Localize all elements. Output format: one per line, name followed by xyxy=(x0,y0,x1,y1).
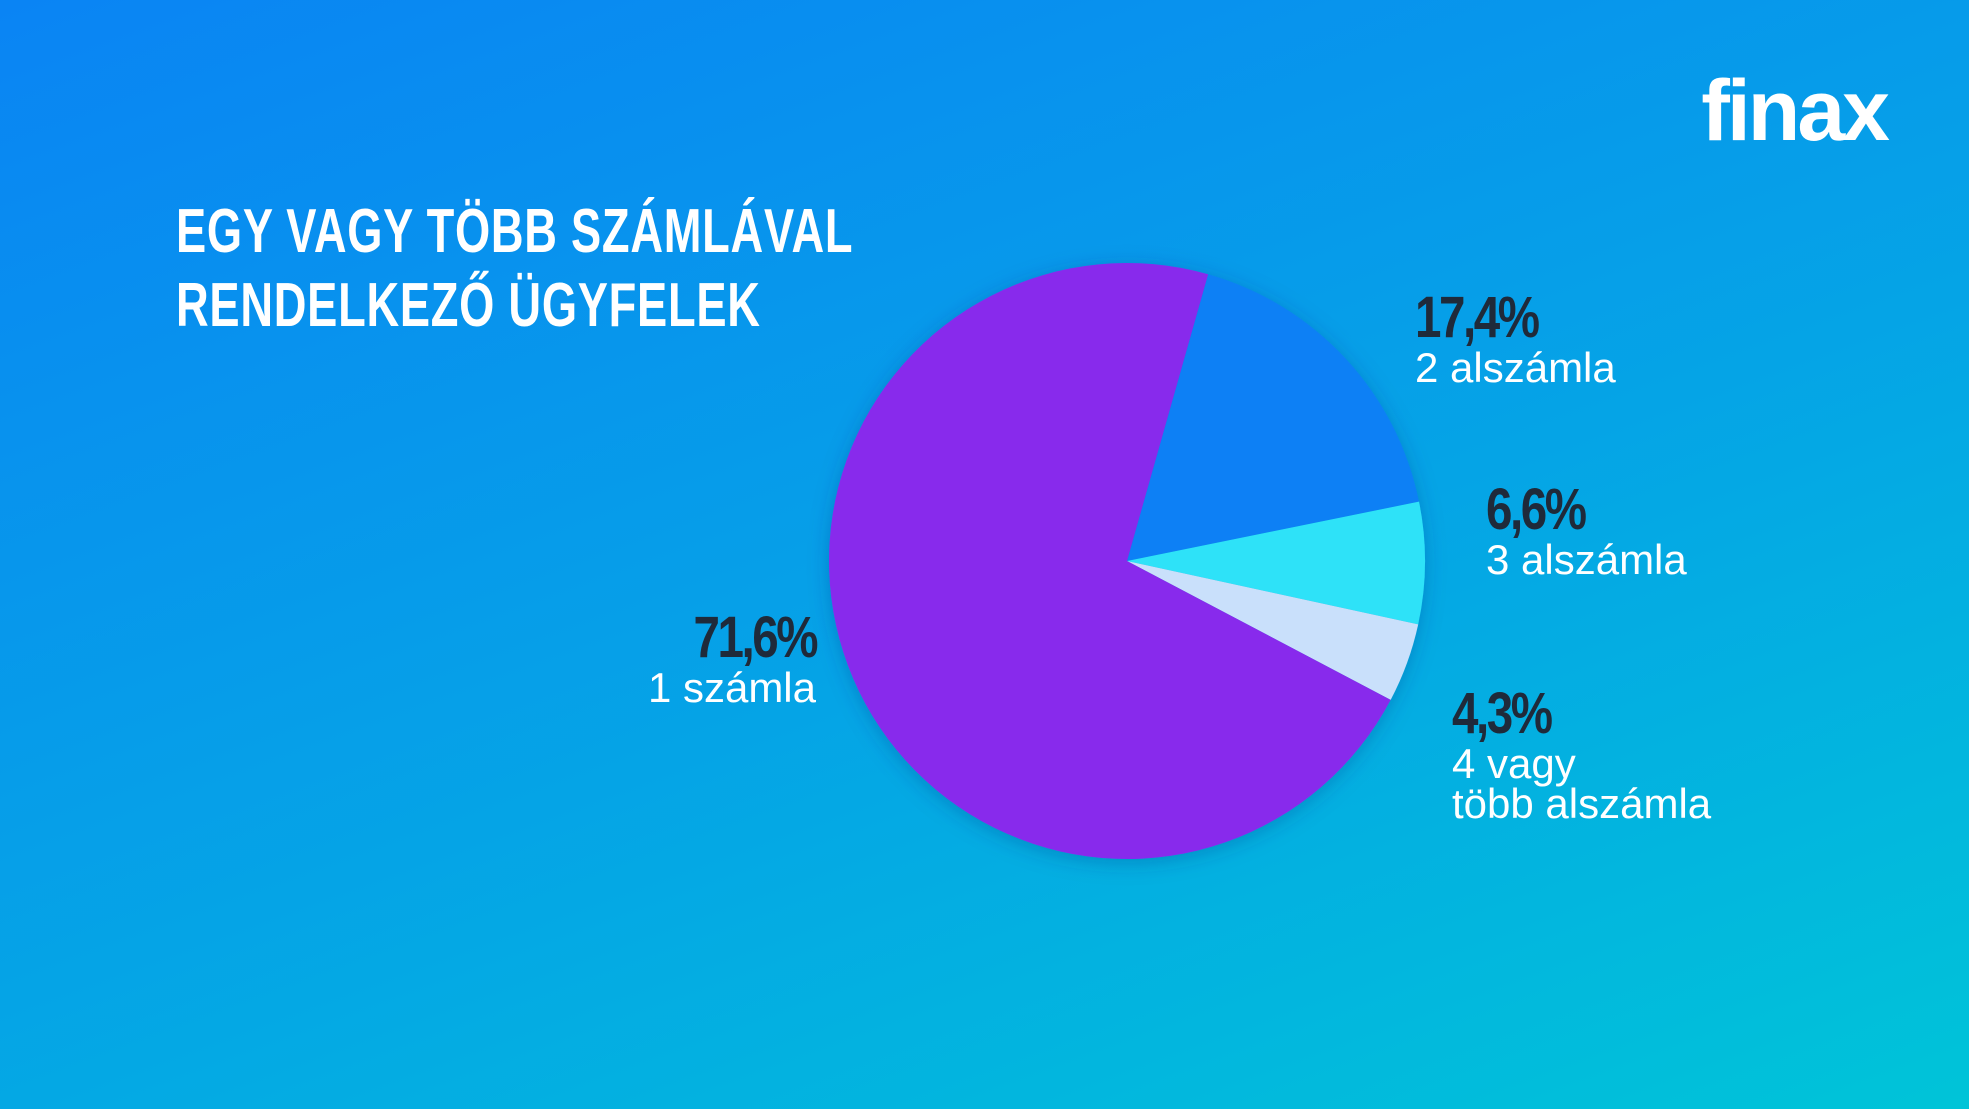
slice-label: 6,6% 3 alszámla xyxy=(1486,477,1687,583)
category-label: 3 alszámla xyxy=(1486,536,1687,583)
value-label: 6,6% xyxy=(1486,477,1587,542)
pie-slice xyxy=(829,262,1391,859)
pie xyxy=(829,262,1425,859)
category-label: 4 vagy több alszámla xyxy=(1452,740,1712,827)
category-label: 2 alszámla xyxy=(1415,344,1616,391)
slice-label: 17,4% 2 alszámla xyxy=(1415,285,1616,391)
brand-logo: finax xyxy=(1701,63,1890,159)
value-label: 17,4% xyxy=(1415,285,1540,350)
pie-slice xyxy=(1127,501,1425,625)
value-label: 71,6% xyxy=(693,605,818,670)
value-label: 4,3% xyxy=(1452,681,1553,746)
pie-slice xyxy=(1127,274,1420,561)
slice-label: 71,6% 1 számla xyxy=(647,605,819,711)
chart-title: EGY VAGY TÖBB SZÁMLÁVAL RENDELKEZŐ ÜGYFE… xyxy=(176,197,854,340)
slice-label: 4,3% 4 vagy több alszámla xyxy=(1452,681,1712,827)
pie-slice xyxy=(1127,561,1419,700)
category-label: 1 számla xyxy=(647,664,816,711)
